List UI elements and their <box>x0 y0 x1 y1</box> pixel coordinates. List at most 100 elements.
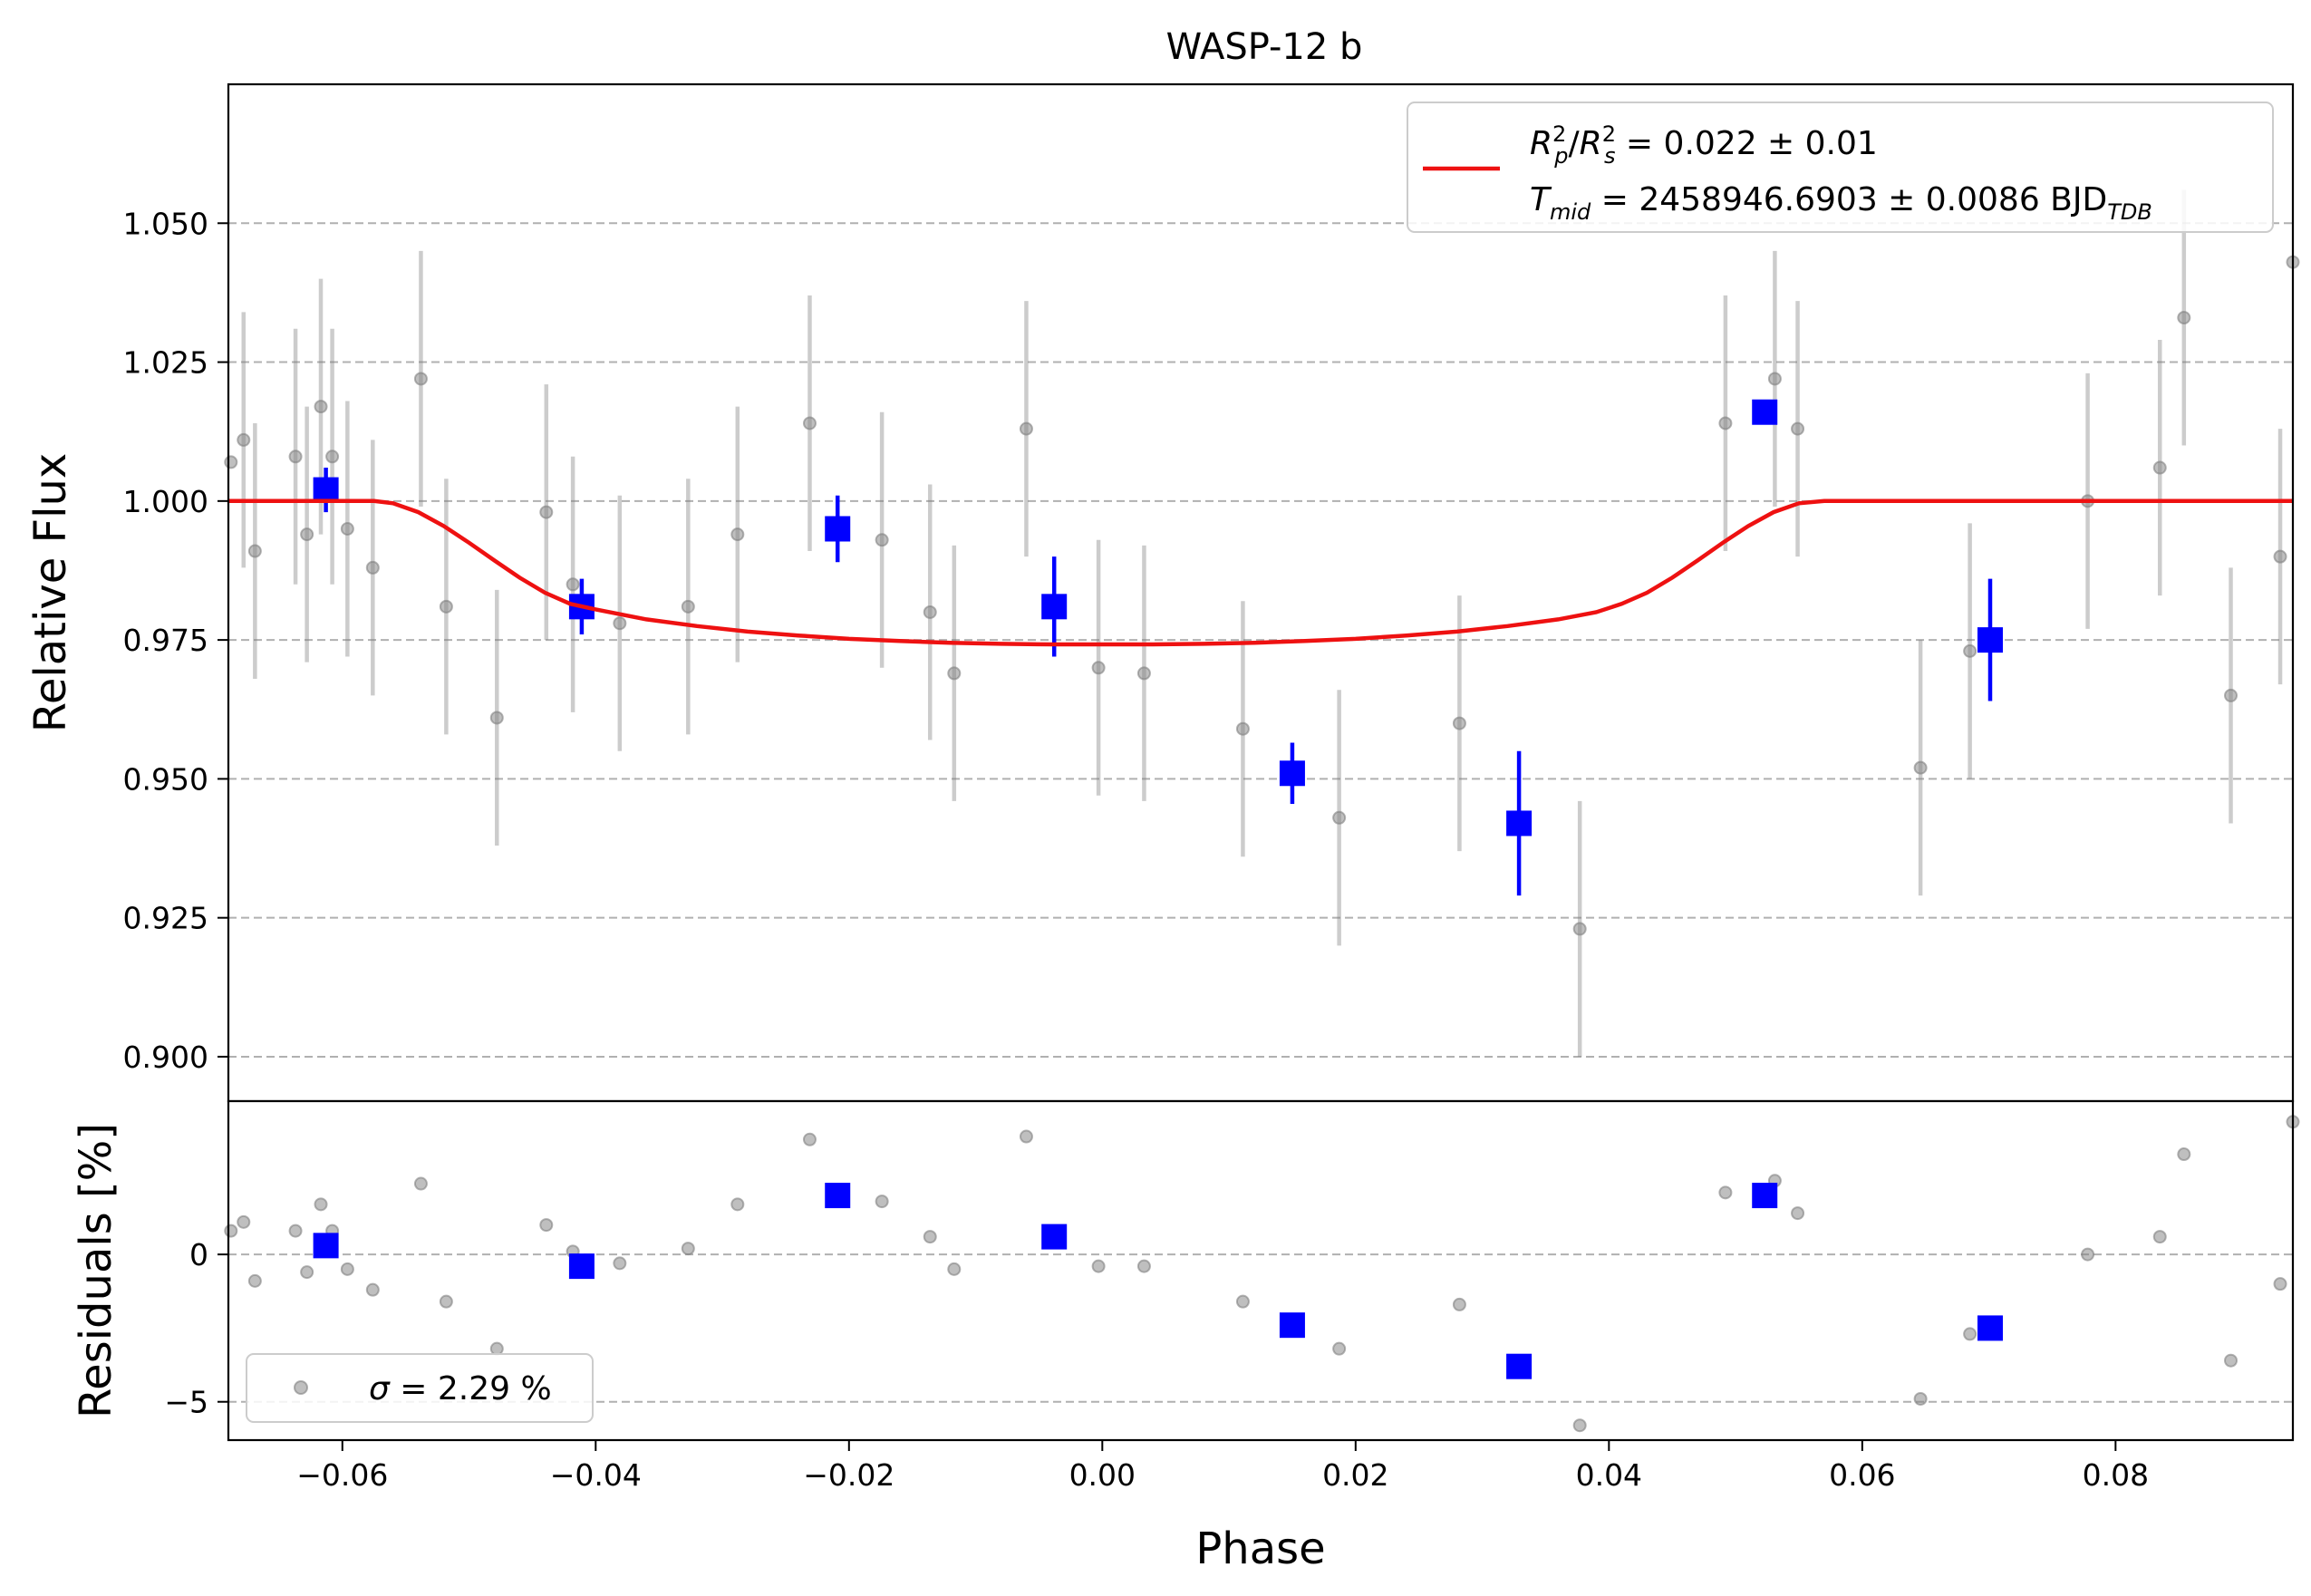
binned-residual-point <box>1041 1224 1068 1250</box>
binned-data-point <box>1506 810 1533 837</box>
raw-residual-point <box>340 1262 354 1276</box>
flux-axis-label: Relative Flux <box>25 453 76 733</box>
raw-data-point <box>325 450 340 464</box>
raw-residual-point <box>365 1282 380 1297</box>
raw-data-point <box>1091 661 1106 675</box>
raw-data-point <box>875 533 889 547</box>
raw-residual-point <box>2177 1147 2191 1162</box>
binned-data-point <box>1279 760 1305 787</box>
phase-x-tick-label: 0.00 <box>1069 1457 1136 1493</box>
phase-x-tick-label: −0.02 <box>803 1457 894 1493</box>
raw-data-point <box>539 505 554 519</box>
raw-data-point <box>288 450 303 464</box>
raw-residual-point <box>1791 1206 1805 1221</box>
raw-residual-point <box>1332 1341 1347 1356</box>
flux-legend: R2 p/R2 s = 0.022 ± 0.01 Tmid = 2458946.69… <box>1407 102 2274 233</box>
flux-y-tick-label: 0.900 <box>123 1040 208 1075</box>
residuals-panel-frame <box>227 1099 2295 1442</box>
phase-axis-label: Phase <box>1195 1523 1325 1574</box>
raw-residual-point <box>224 1224 238 1238</box>
raw-residual-point <box>1963 1327 1977 1341</box>
raw-data-point <box>224 455 238 469</box>
raw-data-point <box>1791 421 1805 436</box>
raw-residual-point <box>2152 1230 2167 1244</box>
raw-residual-point <box>875 1195 889 1209</box>
raw-residual-point <box>1572 1418 1587 1433</box>
phase-x-tick-label: 0.06 <box>1829 1457 1895 1493</box>
flux-y-ticks: 0.900 0.925 0.950 0.975 1.000 1.025 1.050 <box>123 206 228 1075</box>
raw-data-point <box>439 599 453 614</box>
raw-residual-point <box>802 1132 817 1146</box>
raw-data-point <box>1767 372 1782 386</box>
binned-residual-point <box>1977 1315 2003 1341</box>
binned-residual-point <box>1506 1353 1533 1379</box>
legend-sigma: σ = 2.29 % <box>369 1370 552 1407</box>
flux-legend-box <box>1407 102 2274 233</box>
flux-y-tick-label: 1.000 <box>123 484 208 519</box>
raw-residual-point <box>730 1197 745 1212</box>
raw-residual-point <box>288 1224 303 1238</box>
raw-residual-point <box>300 1265 314 1280</box>
raw-data-point <box>730 527 745 542</box>
raw-residual-point <box>2224 1353 2238 1368</box>
residuals-legend-box <box>246 1353 594 1423</box>
binned-data-point <box>1752 399 1778 425</box>
raw-residual-point <box>1136 1259 1151 1273</box>
raw-residual-point <box>247 1273 262 1288</box>
binned-data-point <box>825 516 851 542</box>
raw-residual-point <box>489 1341 504 1356</box>
flux-raw-points <box>224 189 2300 1057</box>
raw-data-point <box>566 577 580 592</box>
residuals-y-tick-label: −5 <box>164 1385 208 1420</box>
legend-raw-swatch <box>294 1380 308 1395</box>
phase-x-tick-label: −0.06 <box>296 1457 388 1493</box>
raw-data-point <box>1452 716 1466 730</box>
raw-residual-point <box>947 1262 962 1276</box>
raw-residual-point <box>613 1256 627 1271</box>
raw-residual-point <box>1091 1259 1106 1273</box>
residuals-raw-points <box>224 1115 2300 1433</box>
raw-residual-point <box>1019 1129 1033 1144</box>
raw-data-point <box>923 605 937 619</box>
binned-residual-point <box>1752 1183 1778 1209</box>
raw-residual-point <box>2081 1247 2095 1262</box>
residuals-axis-label: Residuals [%] <box>71 1123 121 1418</box>
raw-data-point <box>681 599 695 614</box>
raw-residual-point <box>314 1197 328 1212</box>
raw-data-point <box>413 372 428 386</box>
raw-data-point <box>1136 666 1151 681</box>
flux-binned-points <box>313 399 2003 896</box>
legend-mid-time: Tmid = 2458946.6903 ± 0.0086 BJDTDB <box>1530 181 2152 225</box>
raw-data-point <box>1019 421 1033 436</box>
chart-title: WASP-12 b <box>1166 26 1363 68</box>
flux-panel: 0.900 0.925 0.950 0.975 1.000 1.025 1.050 Rela… <box>25 82 2300 1103</box>
raw-data-point <box>2224 688 2238 702</box>
raw-data-point <box>2152 460 2167 475</box>
raw-data-point <box>2273 549 2287 564</box>
residuals-legend: σ = 2.29 % <box>246 1353 594 1423</box>
binned-residual-point <box>568 1253 595 1280</box>
raw-residual-point <box>439 1294 453 1309</box>
phase-x-tick-label: 0.02 <box>1322 1457 1388 1493</box>
raw-residual-point <box>1718 1185 1733 1200</box>
binned-data-point <box>313 477 339 503</box>
raw-data-point <box>1235 721 1250 736</box>
raw-residual-point <box>1913 1391 1928 1406</box>
flux-y-tick-label: 1.025 <box>123 345 208 381</box>
raw-residual-point <box>1452 1297 1466 1311</box>
residuals-y-tick-label: 0 <box>189 1237 208 1272</box>
phase-x-ticks: −0.06 −0.04 −0.02 0.00 0.02 0.04 0.06 0.08 <box>296 1440 2149 1493</box>
raw-data-point <box>947 666 962 681</box>
raw-residual-point <box>237 1214 251 1229</box>
raw-residual-point <box>923 1230 937 1244</box>
binned-data-point <box>1041 594 1068 620</box>
raw-data-point <box>613 616 627 631</box>
raw-data-point <box>1913 760 1928 775</box>
raw-data-point <box>340 521 354 536</box>
raw-data-point <box>489 711 504 725</box>
residuals-binned-points <box>313 1183 2003 1379</box>
raw-residual-point <box>539 1218 554 1233</box>
raw-data-point <box>365 560 380 575</box>
flux-y-tick-label: 0.950 <box>123 761 208 797</box>
